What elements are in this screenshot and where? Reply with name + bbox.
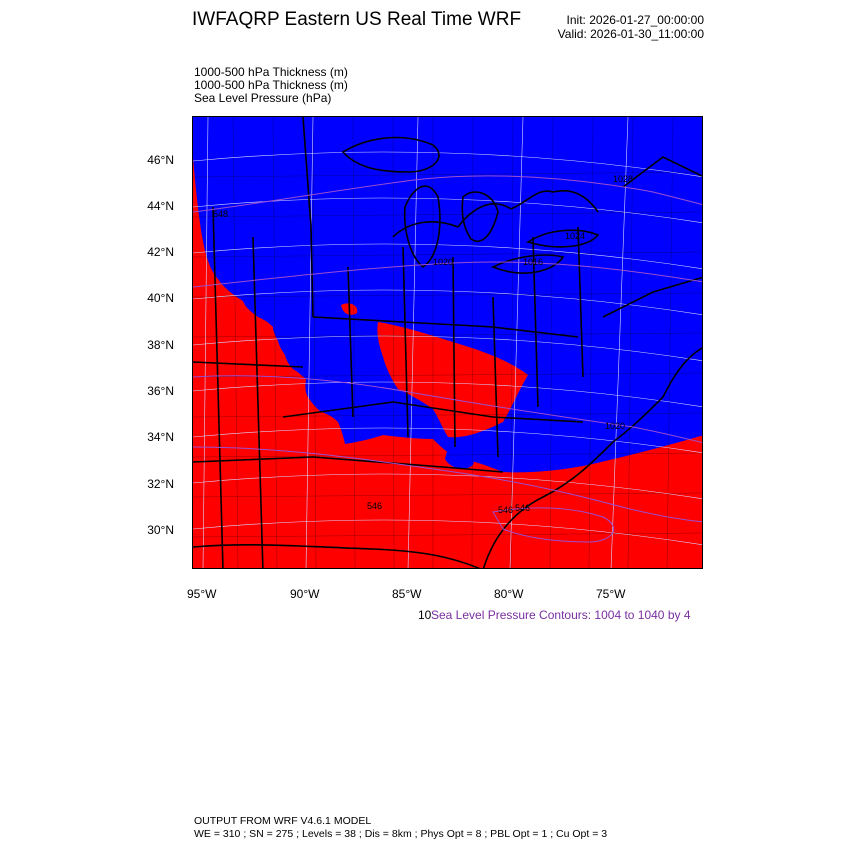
lat-label: 40°N — [147, 291, 174, 305]
state-boundaries — [193, 117, 702, 568]
lon-label: 75°W — [596, 587, 626, 601]
slp-contours — [193, 175, 702, 543]
lat-label: 34°N — [147, 430, 174, 444]
contour-label: 1020 — [605, 421, 625, 431]
lon-label: 90°W — [290, 587, 320, 601]
model-config: WE = 310 ; SN = 275 ; Levels = 38 ; Dis … — [194, 828, 608, 840]
slp-contour-legend: Sea Level Pressure Contours: 1004 to 104… — [431, 608, 691, 622]
lat-label: 46°N — [147, 153, 174, 167]
contour-label: 546 — [498, 505, 513, 515]
contour-label: 546 — [515, 503, 530, 513]
contour-label: 1028 — [613, 174, 633, 184]
init-time: Init: 2026-01-27_00:00:00 — [566, 13, 704, 27]
county-boundaries — [193, 117, 702, 568]
lat-label: 44°N — [147, 199, 174, 213]
lat-label: 32°N — [147, 477, 174, 491]
contour-label: 546 — [367, 501, 382, 511]
model-info: OUTPUT FROM WRF V4.6.1 MODEL — [194, 815, 372, 827]
field-label-slp: Sea Level Pressure (hPa) — [194, 91, 332, 105]
contour-label-group: 546 546 546 1020 1016 1024 1020 1028 548 — [213, 174, 633, 515]
map-panel: 546 546 546 1020 1016 1024 1020 1028 548 — [192, 116, 703, 569]
contour-label: 548 — [213, 209, 228, 219]
valid-time: Valid: 2026-01-30_11:00:00 — [557, 27, 704, 41]
map-canvas: 546 546 546 1020 1016 1024 1020 1028 548 — [193, 117, 702, 568]
contour-interval-number: 10 — [418, 608, 432, 622]
lon-label: 95°W — [187, 587, 217, 601]
contour-label: 1024 — [565, 231, 585, 241]
graticule — [193, 117, 702, 568]
field-label-thickness-1: 1000-500 hPa Thickness (m) — [194, 65, 348, 79]
lon-label: 85°W — [392, 587, 422, 601]
contour-label: 1020 — [433, 257, 453, 267]
warm-intrusion-region — [377, 322, 528, 438]
contour-label: 1016 — [523, 257, 543, 267]
lat-label: 30°N — [147, 523, 174, 537]
lat-label: 42°N — [147, 245, 174, 259]
lat-label: 38°N — [147, 338, 174, 352]
plot-title: IWFAQRP Eastern US Real Time WRF — [192, 9, 522, 30]
lat-label: 36°N — [147, 384, 174, 398]
cold-pocket-south — [445, 445, 474, 469]
field-label-thickness-2: 1000-500 hPa Thickness (m) — [194, 78, 348, 92]
lon-label: 80°W — [494, 587, 524, 601]
